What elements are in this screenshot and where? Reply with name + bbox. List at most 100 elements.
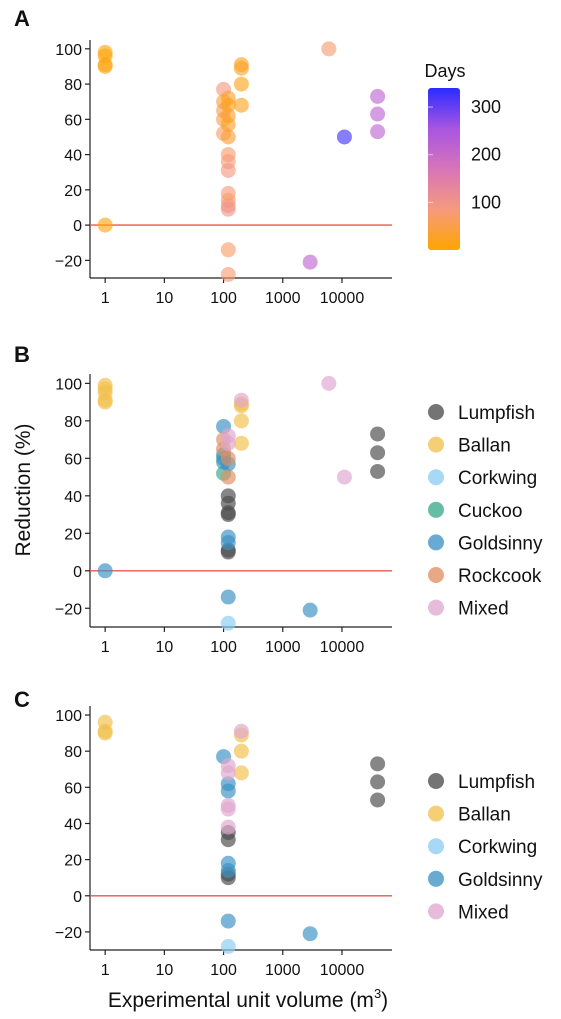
data-point (220, 266, 236, 282)
x-tick-label: 1000 (265, 290, 301, 307)
x-tick-label: 1000 (265, 962, 301, 979)
legend-marker (428, 903, 444, 920)
legend-marker (428, 805, 444, 822)
legend-marker (428, 870, 444, 887)
data-point (220, 242, 236, 258)
data-point (370, 774, 386, 790)
data-point (370, 463, 386, 479)
data-point (220, 832, 236, 848)
x-tick-label: 1000 (265, 639, 301, 656)
data-point (302, 602, 318, 618)
x-tick-label: 10 (155, 290, 173, 307)
data-point (220, 765, 236, 781)
legend-marker (428, 599, 444, 616)
data-point (370, 88, 386, 104)
data-point (370, 792, 386, 808)
legend-label: Corkwing (458, 468, 537, 489)
panel-label: A (14, 6, 30, 31)
data-point (97, 725, 113, 741)
data-point (220, 535, 236, 551)
data-point (97, 394, 113, 410)
colorbar-tick-label: 300 (471, 97, 501, 117)
colorbar-title: Days (424, 61, 465, 81)
y-tick-label: 80 (64, 744, 82, 761)
data-point (302, 926, 318, 942)
y-tick-label: 100 (55, 708, 82, 725)
x-tick-label: 1 (101, 962, 110, 979)
x-axis-label-main: Experimental unit volume (m (108, 989, 374, 1012)
data-point (233, 765, 249, 781)
legend-label: Ballan (458, 436, 511, 457)
x-tick-label: 10000 (320, 290, 365, 307)
data-point (370, 106, 386, 122)
y-tick-label: 100 (55, 376, 82, 393)
data-point (233, 743, 249, 759)
data-point (233, 76, 249, 92)
legend-label: Corkwing (458, 837, 537, 858)
y-tick-label: 20 (64, 183, 82, 200)
x-axis-label: Experimental unit volume (m3) (108, 986, 388, 1012)
x-axis-label-superscript: 3 (374, 986, 381, 1001)
data-point (220, 117, 236, 133)
panels: A −20 0 20 40 60 80 100 1 10 100 1000 10000 Days 100 20… (14, 6, 543, 979)
data-point (370, 124, 386, 140)
x-tick-label: 1 (101, 639, 110, 656)
data-point (370, 445, 386, 461)
legend-marker (428, 534, 444, 551)
data-point (233, 97, 249, 113)
legend-label: Goldsinny (458, 533, 543, 554)
y-tick-label: −20 (55, 601, 82, 618)
data-point (336, 129, 352, 145)
data-point (220, 469, 236, 485)
data-point (321, 375, 337, 391)
legend-marker (428, 567, 444, 583)
legend-label: Lumpfish (458, 403, 535, 424)
y-tick-label: 20 (64, 526, 82, 543)
data-point (220, 435, 236, 451)
legend-label: Goldsinny (458, 870, 543, 891)
data-point (370, 756, 386, 772)
panel-label: B (14, 342, 30, 367)
legend-marker (428, 501, 444, 518)
data-point (233, 723, 249, 739)
data-point (220, 819, 236, 835)
y-tick-label: 80 (64, 77, 82, 94)
y-axis-label: Reduction (%) (12, 423, 35, 556)
data-point (220, 129, 236, 145)
y-tick-label: 80 (64, 414, 82, 431)
y-tick-label: 60 (64, 451, 82, 468)
x-axis-label-end: ) (381, 989, 388, 1012)
x-tick-label: 10 (155, 962, 173, 979)
data-point (302, 254, 318, 270)
data-point (220, 801, 236, 817)
colorbar-tick-label: 100 (471, 192, 501, 212)
legend-label: Mixed (458, 599, 509, 620)
data-point (220, 938, 236, 954)
data-point (220, 589, 236, 605)
legend-marker (428, 404, 444, 420)
y-tick-label: 40 (64, 489, 82, 506)
legend-label: Rockcook (458, 566, 542, 587)
x-tick-label: 1 (101, 290, 110, 307)
data-point (220, 450, 236, 466)
data-point (220, 162, 236, 178)
y-tick-label: 0 (73, 218, 82, 235)
data-point (233, 413, 249, 429)
y-tick-label: 100 (55, 42, 82, 59)
y-tick-label: 60 (64, 112, 82, 129)
data-point (97, 563, 113, 579)
data-point (220, 913, 236, 929)
colorbar-tick-label: 200 (471, 145, 501, 165)
x-tick-label: 10000 (320, 639, 365, 656)
legend-marker (428, 773, 444, 789)
data-point (97, 58, 113, 74)
x-tick-label: 100 (210, 962, 237, 979)
x-tick-label: 100 (210, 290, 237, 307)
y-tick-label: 40 (64, 148, 82, 165)
data-point (220, 97, 236, 113)
panel-c: C −20 0 20 40 60 80 100 1 10 100 1000 10000 Lumpfish B… (14, 687, 543, 979)
data-point (370, 426, 386, 442)
data-point (321, 41, 337, 57)
y-tick-label: −20 (55, 925, 82, 942)
